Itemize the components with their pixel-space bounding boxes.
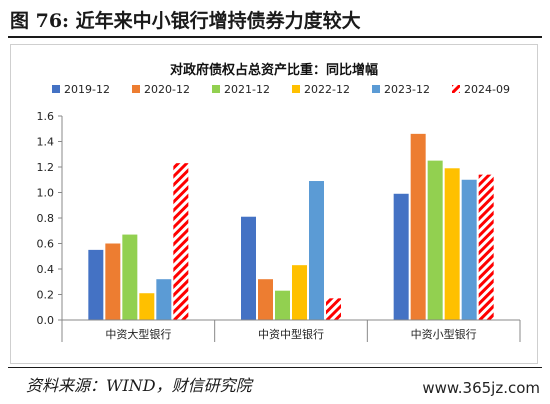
legend-label: 2019-12 bbox=[64, 83, 110, 96]
bar-2023-12 bbox=[461, 179, 477, 320]
y-tick-label: 0.8 bbox=[37, 212, 55, 225]
x-axis: 中资大型银行 中资中型银行 中资小型银行 bbox=[61, 319, 521, 342]
y-tick-label: 0.0 bbox=[37, 314, 55, 327]
legend-swatch bbox=[372, 85, 380, 93]
bar-2022-12 bbox=[292, 265, 307, 320]
legend-swatch bbox=[52, 85, 60, 93]
bar-2023-12 bbox=[156, 279, 172, 320]
figure-title: 图 76: 近年来中小银行增持债券力度较大 bbox=[10, 10, 361, 32]
bar-2020-12 bbox=[258, 279, 273, 320]
x-tick-label: 中资小型银行 bbox=[411, 327, 477, 341]
bar-2019-12 bbox=[393, 193, 409, 320]
y-tick-label: 0.4 bbox=[37, 263, 55, 276]
bar-2023-12 bbox=[309, 181, 324, 320]
bar-2020-12 bbox=[105, 243, 121, 320]
bar-2024-09 bbox=[173, 163, 189, 320]
y-tick-label: 0.6 bbox=[37, 238, 55, 251]
bar-2019-12 bbox=[241, 216, 256, 320]
legend-label: 2022-12 bbox=[304, 83, 350, 96]
y-axis: 0.0 0.2 0.4 0.6 0.8 1.0 1.2 1.4 1.6 bbox=[37, 110, 63, 327]
legend-swatch bbox=[212, 85, 220, 93]
bar-2021-12 bbox=[275, 290, 290, 320]
y-tick-label: 1.6 bbox=[37, 110, 55, 123]
x-tick-label: 中资中型银行 bbox=[258, 327, 324, 341]
chart-frame bbox=[10, 44, 538, 364]
bar-2021-12 bbox=[122, 234, 138, 320]
y-tick-label: 0.2 bbox=[37, 289, 55, 302]
title-divider bbox=[8, 36, 542, 38]
legend-label: 2020-12 bbox=[144, 83, 190, 96]
bar-2022-12 bbox=[139, 293, 155, 320]
source-note: 资料来源：WIND，财信研究院 bbox=[26, 376, 252, 395]
legend-swatch bbox=[292, 85, 300, 93]
source-divider bbox=[8, 367, 542, 368]
legend-swatch bbox=[132, 85, 140, 93]
y-tick-label: 1.2 bbox=[37, 161, 55, 174]
bar-2020-12 bbox=[410, 133, 426, 320]
bar-2024-09 bbox=[326, 298, 341, 320]
chart-title: 对政府债权占总资产比重：同比增幅 bbox=[170, 62, 378, 78]
bar-2022-12 bbox=[444, 168, 460, 320]
watermark: www.365jz.com bbox=[418, 378, 544, 398]
y-tick-label: 1.4 bbox=[37, 136, 55, 149]
bar-2019-12 bbox=[88, 249, 104, 320]
chart-legend: 2019-12 2020-12 2021-12 2022-12 2023-12 2024-… bbox=[52, 83, 510, 96]
legend-label: 2021-12 bbox=[224, 83, 270, 96]
x-tick-label: 中资大型银行 bbox=[105, 327, 171, 341]
legend-label: 2023-12 bbox=[384, 83, 430, 96]
legend-label: 2024-09 bbox=[464, 83, 510, 96]
y-tick-label: 1.0 bbox=[37, 187, 55, 200]
legend-swatch bbox=[452, 85, 460, 93]
bar-2024-09 bbox=[478, 174, 494, 320]
bar-series-group bbox=[88, 133, 494, 320]
bar-2021-12 bbox=[427, 160, 443, 320]
